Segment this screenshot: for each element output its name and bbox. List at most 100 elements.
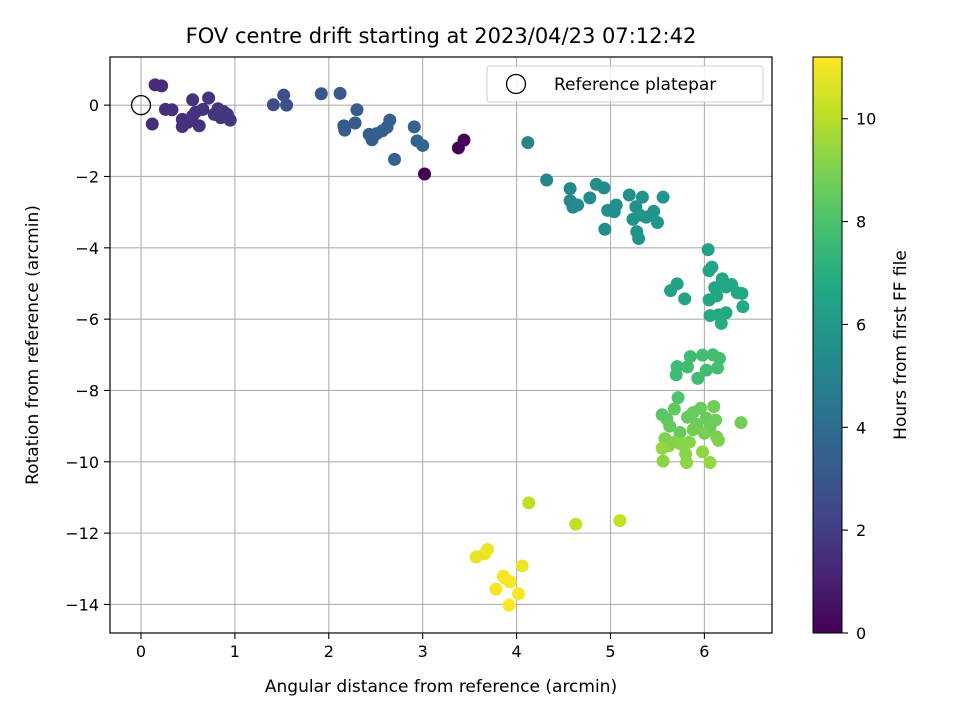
data-point — [683, 350, 697, 364]
y-tick-label: −2 — [75, 167, 99, 186]
data-point — [691, 371, 705, 385]
data-point — [569, 517, 583, 531]
data-point — [416, 138, 430, 152]
data-point — [502, 598, 516, 612]
data-point — [701, 243, 715, 257]
y-tick-label: −14 — [65, 595, 99, 614]
legend-marker — [505, 73, 527, 95]
data-point — [735, 286, 749, 300]
data-point — [145, 117, 159, 131]
data-point — [703, 456, 717, 470]
data-point — [632, 232, 646, 246]
data-point — [696, 445, 710, 459]
data-point — [711, 361, 725, 375]
x-tick-label: 1 — [230, 642, 240, 661]
data-point — [667, 402, 681, 416]
data-point — [522, 496, 536, 510]
y-tick-label: −10 — [65, 453, 99, 472]
data-point — [563, 182, 577, 196]
y-tick-label: −12 — [65, 524, 99, 543]
data-point — [734, 416, 748, 430]
data-point — [333, 86, 347, 100]
colorbar-tick-label: 0 — [856, 624, 866, 643]
data-point — [694, 401, 708, 415]
x-axis-label: Angular distance from reference (arcmin) — [265, 677, 617, 697]
data-point — [669, 368, 683, 382]
data-point — [277, 88, 291, 102]
colorbar-ticks: 0 2 4 6 8 10 — [842, 110, 876, 643]
data-point — [280, 98, 294, 112]
colorbar-tick-label: 4 — [856, 418, 866, 437]
reference-marker — [130, 94, 152, 116]
data-point — [583, 191, 597, 205]
data-point — [571, 198, 585, 212]
data-point — [598, 222, 612, 236]
data-point — [338, 123, 352, 137]
data-point — [673, 426, 687, 440]
data-point — [680, 360, 694, 374]
y-tick-label: −4 — [75, 239, 99, 258]
x-tick-label: 4 — [511, 642, 521, 661]
data-point — [697, 426, 711, 440]
data-point — [223, 113, 237, 127]
data-point — [489, 582, 503, 596]
y-tick-label: −8 — [75, 381, 99, 400]
data-point — [647, 204, 661, 218]
colorbar-label: Hours from first FF file — [891, 250, 911, 440]
data-point — [682, 435, 696, 449]
data-point — [719, 306, 733, 320]
reference-point — [130, 94, 152, 116]
data-point — [503, 575, 517, 589]
data-point — [155, 79, 169, 93]
y-axis-label: Rotation from reference (arcmin) — [23, 205, 43, 485]
data-point — [712, 351, 726, 365]
colorbar-tick-label: 6 — [856, 315, 866, 334]
data-point — [705, 260, 719, 274]
data-points — [145, 78, 750, 612]
y-tick-label: −6 — [75, 310, 99, 329]
data-point — [655, 441, 669, 455]
data-point — [696, 348, 710, 362]
data-point — [707, 400, 721, 414]
data-point — [709, 413, 723, 427]
data-point — [348, 116, 362, 130]
data-point — [196, 102, 210, 116]
data-point — [656, 190, 670, 204]
grid — [110, 57, 772, 633]
data-point — [664, 284, 678, 298]
data-point — [511, 587, 525, 601]
data-point — [457, 133, 471, 147]
legend-box — [486, 65, 764, 103]
data-point — [663, 419, 677, 433]
colorbar — [812, 56, 843, 634]
data-point — [714, 316, 728, 330]
data-point — [418, 167, 432, 181]
data-point — [165, 103, 179, 117]
data-point — [388, 152, 402, 166]
data-point — [521, 136, 535, 150]
data-point — [650, 215, 664, 229]
data-point — [656, 454, 670, 468]
data-point — [515, 559, 529, 573]
colorbar-tick-label: 2 — [856, 521, 866, 540]
data-point — [186, 93, 200, 107]
data-point — [480, 543, 494, 557]
data-point — [635, 190, 649, 204]
data-point — [736, 300, 750, 314]
data-point — [680, 456, 694, 470]
data-point — [671, 391, 685, 405]
data-point — [407, 120, 421, 134]
x-tick-label: 2 — [324, 642, 334, 661]
x-axis-ticks: 0 1 2 3 4 5 6 — [136, 633, 709, 661]
x-tick-label: 3 — [418, 642, 428, 661]
data-point — [678, 292, 692, 306]
x-tick-label: 0 — [136, 642, 146, 661]
plot-frame — [109, 56, 773, 634]
y-tick-label: 0 — [89, 96, 99, 115]
data-point — [266, 98, 280, 112]
data-point — [711, 433, 725, 447]
x-tick-label: 6 — [699, 642, 709, 661]
data-point — [613, 514, 627, 528]
data-point — [314, 87, 328, 101]
